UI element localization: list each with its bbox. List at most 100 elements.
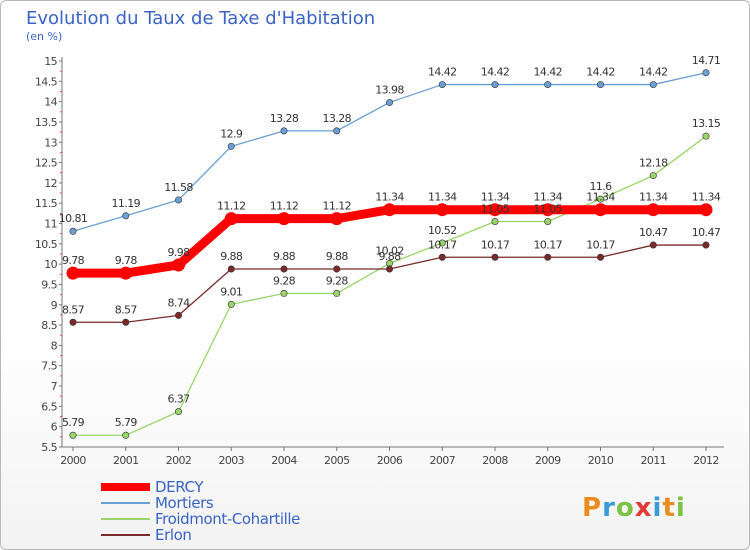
y-tick-label: 14.5 — [35, 75, 58, 88]
data-label: 11.12 — [323, 200, 352, 213]
data-point — [175, 196, 183, 204]
data-point — [491, 81, 499, 89]
legend-label: Froidmont-Cohartille — [155, 510, 300, 528]
data-label: 11.05 — [481, 202, 510, 215]
y-tick-label: 5.5 — [41, 441, 57, 454]
y-tick-label: 7.5 — [41, 360, 57, 373]
data-point — [649, 172, 657, 180]
data-point — [491, 253, 499, 261]
data-point — [596, 195, 604, 203]
x-tick-label: 2008 — [482, 454, 508, 467]
proxiti-logo: Proxiti — [582, 493, 686, 523]
data-label: 11.19 — [112, 197, 141, 210]
data-point — [646, 203, 660, 217]
data-point — [119, 266, 133, 280]
data-point — [544, 81, 552, 89]
x-tick-label: 2006 — [377, 454, 403, 467]
data-label: 11.12 — [217, 200, 246, 213]
data-point — [541, 203, 555, 217]
data-label: 5.79 — [115, 416, 138, 429]
data-label: 11.34 — [639, 191, 668, 204]
y-tick-label: 6.5 — [41, 400, 57, 413]
data-point — [438, 81, 446, 89]
legend-label: DERCY — [155, 478, 204, 496]
data-point — [702, 69, 710, 77]
data-label: 9.88 — [378, 250, 401, 263]
x-tick-label: 2009 — [535, 454, 561, 467]
data-point — [385, 265, 393, 273]
data-point — [702, 241, 710, 249]
data-point — [69, 431, 77, 439]
data-label: 9.78 — [115, 254, 138, 267]
data-point — [649, 81, 657, 89]
y-tick-label: 15 — [44, 55, 57, 68]
data-point — [435, 203, 449, 217]
data-point — [544, 217, 552, 225]
data-label: 14.42 — [534, 66, 563, 79]
data-label: 9.28 — [326, 274, 349, 287]
data-point — [596, 253, 604, 261]
data-point — [385, 98, 393, 106]
data-label: 9.88 — [220, 250, 243, 263]
data-point — [280, 289, 288, 297]
y-tick-label: 9 — [51, 299, 58, 312]
y-tick-label: 13.5 — [35, 116, 58, 129]
y-tick-label: 13 — [44, 136, 57, 149]
data-label: 6.37 — [167, 393, 190, 406]
data-label: 11.12 — [270, 200, 299, 213]
y-tick-label: 14 — [44, 96, 57, 109]
data-point — [333, 265, 341, 273]
data-point — [438, 239, 446, 247]
data-label: 11.34 — [534, 191, 563, 204]
data-label: 11.34 — [428, 191, 457, 204]
y-tick-label: 9.5 — [41, 278, 57, 291]
x-tick-label: 2007 — [429, 454, 455, 467]
data-label: 11.6 — [589, 180, 612, 193]
data-label: 10.17 — [428, 238, 457, 251]
data-point — [649, 241, 657, 249]
data-label: 14.42 — [639, 66, 668, 79]
data-point — [122, 318, 130, 326]
chart-subtitle: (en %) — [26, 30, 62, 43]
data-label: 13.28 — [270, 112, 299, 125]
y-tick-label: 11 — [44, 218, 57, 231]
data-label: 10.52 — [428, 224, 457, 237]
data-label: 10.47 — [692, 226, 721, 239]
x-tick-label: 2000 — [60, 454, 86, 467]
data-label: 11.34 — [375, 191, 404, 204]
x-tick-label: 2002 — [166, 454, 192, 467]
legend-label: Mortiers — [155, 494, 214, 512]
data-label: 13.98 — [375, 83, 404, 96]
data-point — [122, 431, 130, 439]
data-point — [66, 266, 80, 280]
data-label: 8.57 — [115, 303, 138, 316]
data-point — [280, 265, 288, 273]
data-point — [488, 203, 502, 217]
data-label: 11.58 — [164, 181, 193, 194]
data-label: 9.88 — [273, 250, 296, 263]
data-point — [227, 265, 235, 273]
data-point — [227, 300, 235, 308]
data-label: 12.9 — [220, 127, 243, 140]
data-label: 9.88 — [326, 250, 349, 263]
data-label: 10.17 — [534, 238, 563, 251]
data-point — [491, 217, 499, 225]
y-tick-label: 7 — [51, 380, 58, 393]
data-label: 13.28 — [323, 112, 352, 125]
data-label: 9.01 — [220, 285, 242, 298]
data-label: 14.71 — [692, 54, 721, 67]
data-labels: 10.81 11.19 11.58 12.9 13.28 13.28 13.98 14.42 1… — [59, 54, 722, 429]
x-tick-label: 2011 — [640, 454, 666, 467]
data-point — [596, 81, 604, 89]
data-label: 10.02 — [375, 244, 404, 257]
data-point — [544, 253, 552, 261]
data-label: 9.98 — [167, 246, 190, 259]
data-point — [122, 212, 130, 220]
data-label: 10.81 — [59, 212, 88, 225]
data-point — [175, 408, 183, 416]
data-label: 11.34 — [586, 191, 615, 204]
y-tick-label: 10 — [44, 258, 57, 271]
data-point — [594, 203, 607, 217]
